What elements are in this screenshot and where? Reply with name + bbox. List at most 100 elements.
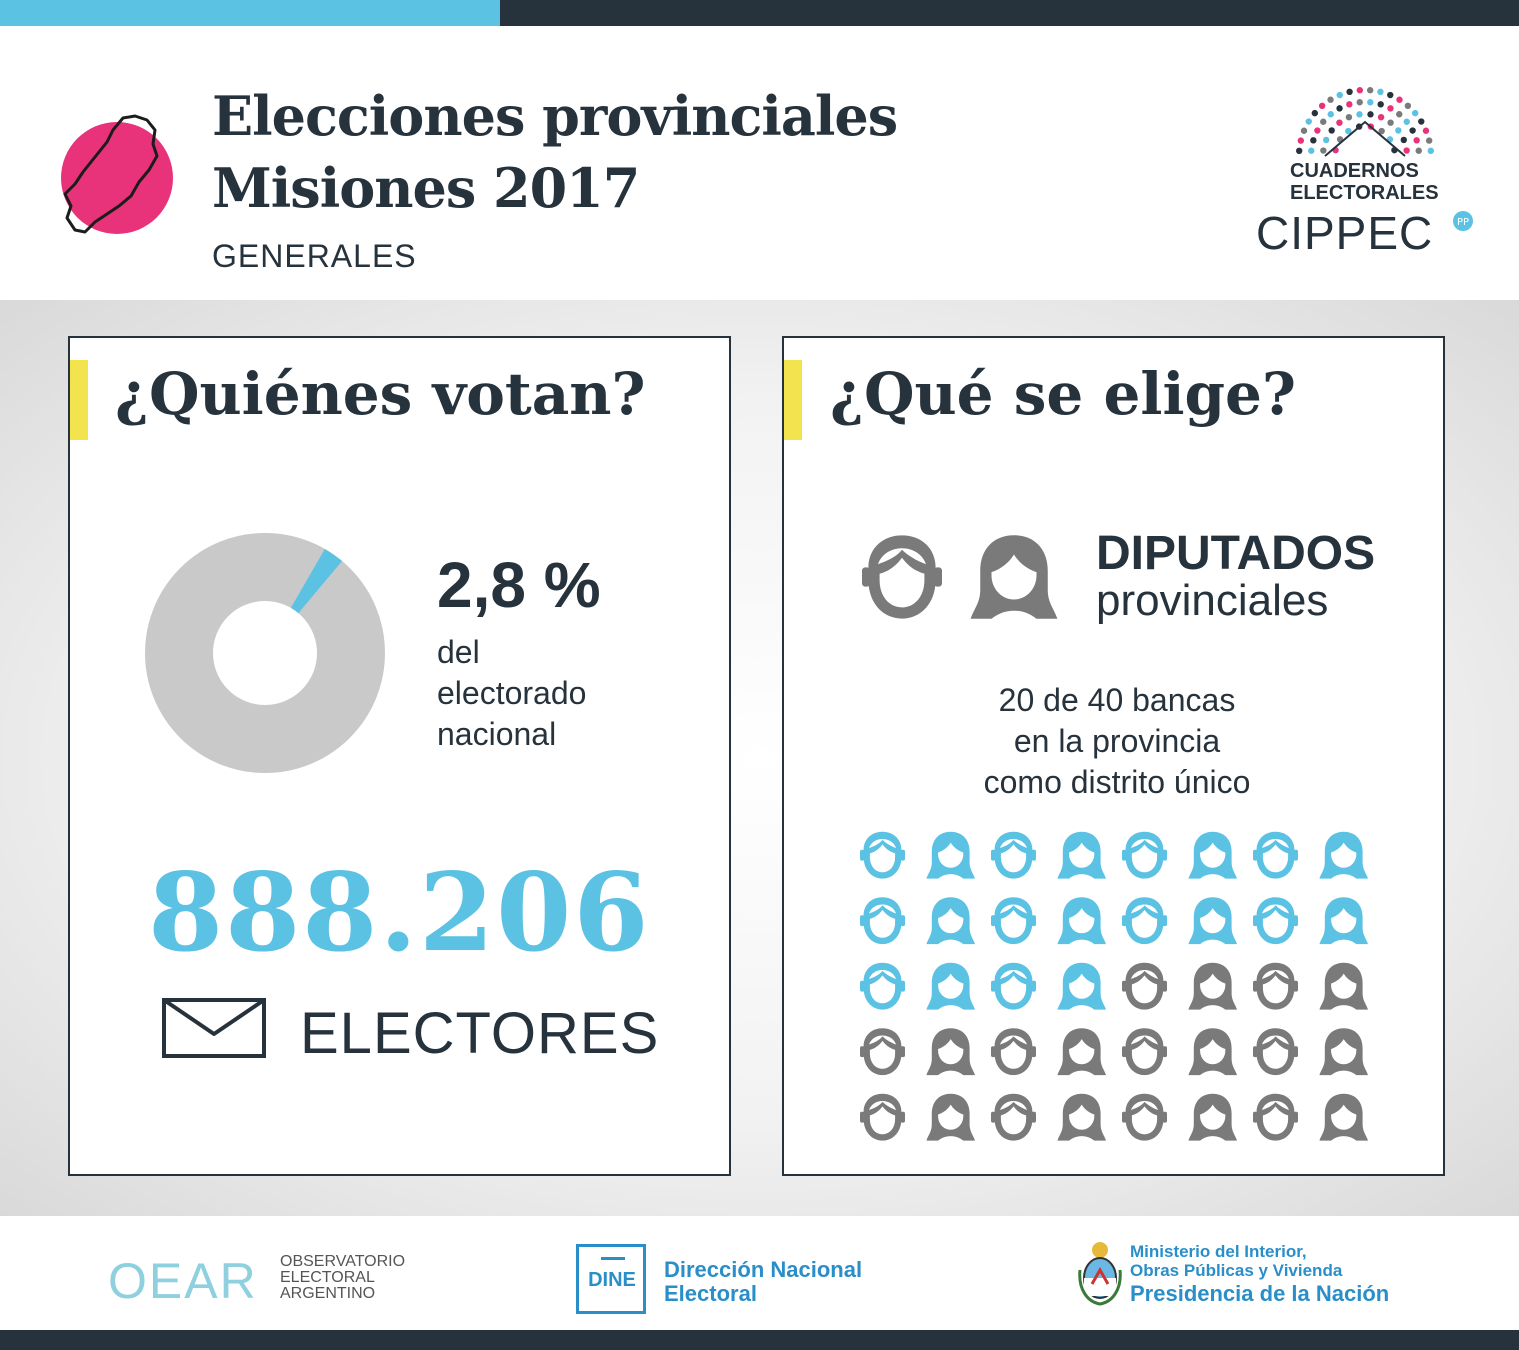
hemicycle-dot <box>1387 105 1394 112</box>
ministerio-line-3: Presidencia de la Nación <box>1130 1281 1390 1306</box>
hemicycle-dot <box>1413 137 1420 144</box>
title-line-1: Elecciones provinciales <box>212 84 898 148</box>
cippec-logo: CUADERNOS ELECTORALES CIPPEC PP <box>1250 80 1480 260</box>
national-coat-of-arms-icon <box>1078 1242 1122 1306</box>
title-line-2: Misiones 2017 <box>212 156 640 220</box>
seat-elected-icon <box>926 831 975 879</box>
hemicycle-dot <box>1346 88 1353 96</box>
seat-not-elected-icon <box>1122 962 1167 1010</box>
seats-desc-line-3: como distrito único <box>983 764 1251 800</box>
hemicycle-dot <box>1395 127 1402 134</box>
hemicycle-dot <box>1327 111 1334 118</box>
hemicycle-dot <box>1300 127 1308 134</box>
seat-not-elected-icon <box>1057 1093 1106 1141</box>
hemicycle-roof <box>1324 120 1406 157</box>
oear-text: OBSERVATORIO ELECTORAL ARGENTINO <box>280 1254 405 1302</box>
seats-desc-line-2: en la provincia <box>1013 723 1221 759</box>
envelope-icon <box>162 998 266 1058</box>
ministerio-line-2: Obras Públicas y Vivienda <box>1130 1261 1343 1280</box>
oear-line-1: OBSERVATORIO <box>280 1253 406 1270</box>
seat-elected-icon <box>1253 897 1298 945</box>
seat-elected-icon <box>1057 897 1106 945</box>
hemicycle-dot <box>1356 111 1363 118</box>
seat-not-elected-icon <box>1188 1028 1237 1076</box>
donut-misiones-segment <box>290 548 343 614</box>
hemicycle-icon <box>1296 87 1434 157</box>
hemicycle-dot <box>1346 101 1353 108</box>
logo-line-2: ELECTORALES <box>1290 182 1439 204</box>
seat-elected-icon <box>1057 831 1106 879</box>
what-is-elected-accent <box>784 360 802 440</box>
hemicycle-dot <box>1403 118 1410 125</box>
hemicycle-dot <box>1311 109 1319 117</box>
hemicycle-dot <box>1297 137 1305 144</box>
hemicycle-dot <box>1415 147 1422 154</box>
seat-elected-icon <box>1122 897 1167 945</box>
dine-logo: DINE Dirección Nacional Electoral <box>576 1244 906 1318</box>
seat-elected-icon <box>860 831 905 879</box>
hemicycle-dot <box>1427 147 1434 155</box>
what-is-elected-title: ¿Qué se elige? <box>830 360 1296 428</box>
who-votes-accent <box>70 360 88 440</box>
who-votes-card <box>68 336 731 1176</box>
seats-grid <box>860 831 1368 1141</box>
seat-elected-icon <box>926 897 975 945</box>
seat-not-elected-icon <box>860 1093 905 1141</box>
page-title: Elecciones provinciales Misiones 2017 <box>212 80 898 224</box>
hemicycle-dot <box>1418 118 1425 125</box>
donut-rest-segment <box>145 533 385 773</box>
pp-badge-icon: PP <box>1453 211 1473 231</box>
seat-not-elected-icon <box>926 1093 975 1141</box>
caption-line-2: electorado <box>437 675 587 711</box>
seat-elected-icon <box>1319 831 1368 879</box>
hemicycle-dot <box>1377 101 1384 108</box>
electors-count: 888.206 <box>148 850 651 976</box>
seat-elected-icon <box>991 897 1036 945</box>
hemicycle-dot <box>1345 113 1353 121</box>
seat-not-elected-icon <box>1253 1093 1298 1141</box>
hemicycle-dot <box>1387 91 1394 99</box>
seat-not-elected-icon <box>1319 962 1368 1010</box>
electorate-percent: 2,8 % <box>437 549 601 621</box>
hemicycle-dot <box>1400 136 1408 144</box>
seat-not-elected-icon <box>1253 1028 1298 1076</box>
seat-elected-icon <box>860 962 905 1010</box>
hemicycle-dot <box>1320 118 1327 125</box>
caption-line-1: del <box>437 634 480 670</box>
hemicycle-dot <box>1396 96 1403 103</box>
hemicycle-dot <box>1356 99 1363 106</box>
seat-elected-icon <box>991 962 1036 1010</box>
office-title: DIPUTADOS <box>1096 527 1376 580</box>
hemicycle-dot <box>1403 147 1410 154</box>
seat-elected-icon <box>1188 831 1237 879</box>
seat-not-elected-icon <box>1122 1028 1167 1076</box>
seats-desc-line-1: 20 de 40 bancas <box>998 682 1236 718</box>
hemicycle-dot <box>1308 147 1315 154</box>
hemicycle-dot <box>1314 127 1321 134</box>
dine-mark-box: DINE <box>576 1244 646 1314</box>
hemicycle-dot <box>1322 136 1330 144</box>
hemicycle-dot <box>1336 91 1343 99</box>
logo-brand: CIPPEC <box>1256 207 1434 259</box>
seat-not-elected-icon <box>991 1028 1036 1076</box>
seat-elected-icon <box>991 831 1036 879</box>
seat-not-elected-icon <box>926 1028 975 1076</box>
hemicycle-dot <box>1404 102 1412 110</box>
seat-not-elected-icon <box>860 1028 905 1076</box>
hemicycle-dot <box>1367 111 1374 118</box>
hemicycle-dot <box>1305 118 1312 125</box>
electorate-caption: del electorado nacional <box>437 632 697 755</box>
election-type: GENERALES <box>212 238 417 274</box>
hemicycle-dot <box>1336 105 1343 112</box>
hemicycle-dot <box>1366 87 1374 94</box>
hemicycle-dot <box>1422 127 1430 134</box>
hemicycle-dot <box>1425 137 1433 144</box>
hemicycle-dot <box>1345 127 1352 135</box>
electors-label: ELECTORES <box>300 1001 660 1066</box>
dine-line-2: Electoral <box>664 1281 757 1306</box>
seat-not-elected-icon <box>1057 1028 1106 1076</box>
seat-elected-icon <box>1253 831 1298 879</box>
oear-logo: OEAR OBSERVATORIO ELECTORAL ARGENTINO <box>108 1252 428 1309</box>
hemicycle-dot <box>1296 147 1303 155</box>
hemicycle-dot <box>1377 113 1385 121</box>
